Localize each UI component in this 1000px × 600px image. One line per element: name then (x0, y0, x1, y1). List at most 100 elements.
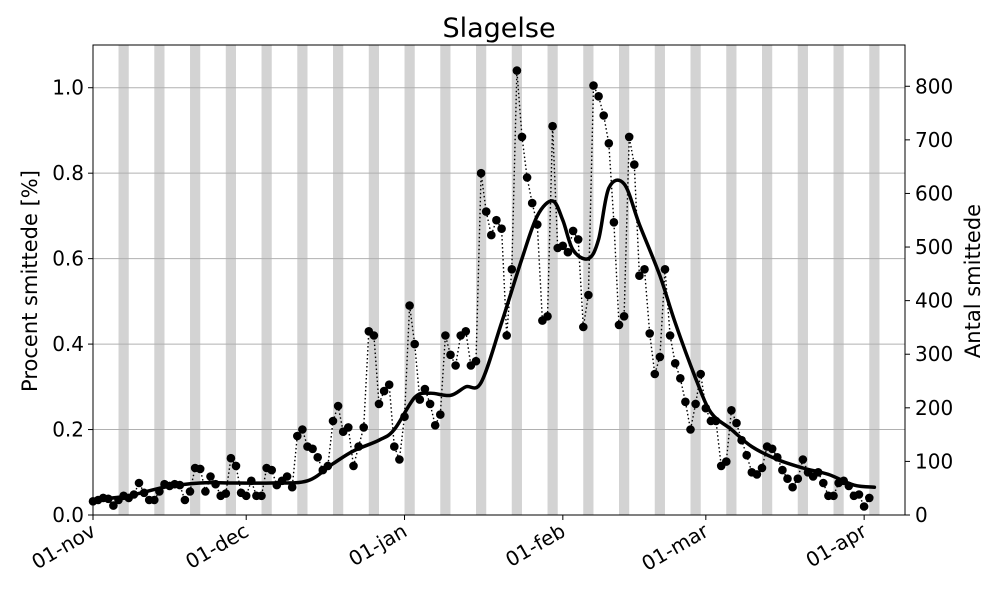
daily-point (512, 66, 522, 75)
weekend-band (762, 45, 773, 515)
daily-point (819, 478, 828, 488)
y-axis-right: 0 100 200 300 400 500 600 700 800 (905, 74, 953, 527)
daily-point (374, 399, 384, 409)
daily-point (201, 487, 210, 496)
daily-point (298, 425, 307, 434)
daily-point (226, 453, 236, 463)
y-axis-label-left: Procent smittede [%] (18, 170, 42, 392)
y2-tick-label: 200 (915, 396, 953, 420)
daily-point (481, 207, 491, 216)
daily-point (798, 455, 808, 464)
daily-point (686, 425, 695, 434)
daily-point (150, 495, 159, 505)
daily-point (517, 132, 527, 142)
y-tick-label: 0.0 (52, 503, 84, 527)
x-tick-label: 01-feb (501, 519, 569, 572)
daily-point (599, 111, 608, 120)
weekend-band (404, 45, 415, 515)
daily-point (757, 463, 767, 473)
y2-tick-label: 100 (915, 449, 953, 473)
daily-point (344, 423, 353, 432)
y-tick-label: 0.6 (52, 247, 84, 271)
daily-point (257, 491, 266, 501)
daily-point (395, 455, 404, 464)
daily-point (195, 464, 205, 474)
daily-point (854, 490, 864, 499)
x-tick-label: 01-dec (181, 519, 252, 574)
daily-point (630, 160, 639, 169)
daily-point (425, 399, 435, 409)
daily-point (497, 224, 506, 233)
grid-lines (93, 87, 905, 516)
daily-point (558, 241, 568, 251)
daily-point (670, 359, 680, 368)
daily-point (676, 374, 685, 383)
daily-point (548, 121, 557, 131)
weekend-band (476, 45, 487, 515)
daily-point (415, 395, 425, 404)
daily-point (241, 491, 251, 501)
daily-point (727, 406, 736, 415)
y2-tick-label: 300 (915, 342, 953, 366)
weekend-band (547, 45, 558, 515)
daily-point (384, 380, 394, 390)
weekend-band (690, 45, 701, 515)
y2-tick-label: 600 (915, 181, 953, 205)
daily-point (742, 450, 751, 460)
daily-point (231, 461, 241, 471)
weekend-band (333, 45, 344, 515)
daily-point (865, 493, 874, 503)
daily-point (134, 478, 144, 488)
daily-point (410, 339, 420, 349)
daily-point (109, 501, 118, 510)
weekend-band (833, 45, 844, 515)
daily-point (313, 453, 323, 462)
daily-point (752, 470, 762, 479)
daily-point (476, 168, 486, 178)
smoothed-series (91, 178, 877, 502)
daily-point (619, 312, 629, 321)
daily-point (282, 472, 292, 481)
y-axis-label-right: Antal smittede (961, 204, 985, 358)
daily-point (604, 139, 614, 148)
weekend-band (225, 45, 236, 515)
daily-point (793, 474, 803, 484)
daily-point (308, 444, 317, 454)
weekend-band (154, 45, 165, 515)
daily-point (471, 356, 481, 366)
weekend-band (726, 45, 737, 515)
daily-point (783, 474, 792, 484)
daily-point (767, 444, 777, 454)
weekend-band (797, 45, 808, 515)
daily-point (349, 461, 358, 471)
daily-point (185, 487, 195, 496)
daily-point (293, 431, 302, 441)
daily-point (681, 397, 690, 407)
y-tick-label: 0.4 (52, 332, 84, 356)
daily-point (446, 350, 455, 360)
daily-point (333, 401, 343, 411)
y2-tick-label: 400 (915, 289, 953, 313)
daily-point (436, 410, 445, 419)
daily-point (522, 173, 532, 182)
daily-point (206, 472, 215, 481)
daily-point (660, 265, 670, 274)
daily-point (379, 386, 389, 396)
weekend-band (368, 45, 379, 515)
daily-point (267, 465, 277, 475)
smoothed-line (91, 178, 877, 502)
y2-tick-label: 800 (915, 74, 953, 98)
daily-point (859, 502, 869, 511)
y-tick-label: 1.0 (52, 76, 84, 100)
daily-point (563, 247, 573, 257)
daily-point (390, 442, 399, 451)
y-tick-label: 0.2 (52, 418, 84, 442)
daily-point (640, 265, 649, 274)
daily-point (420, 384, 430, 394)
daily-point (492, 215, 501, 225)
daily-point (221, 489, 231, 498)
daily-point (369, 331, 379, 340)
daily-point (359, 423, 369, 432)
daily-point (461, 327, 471, 336)
